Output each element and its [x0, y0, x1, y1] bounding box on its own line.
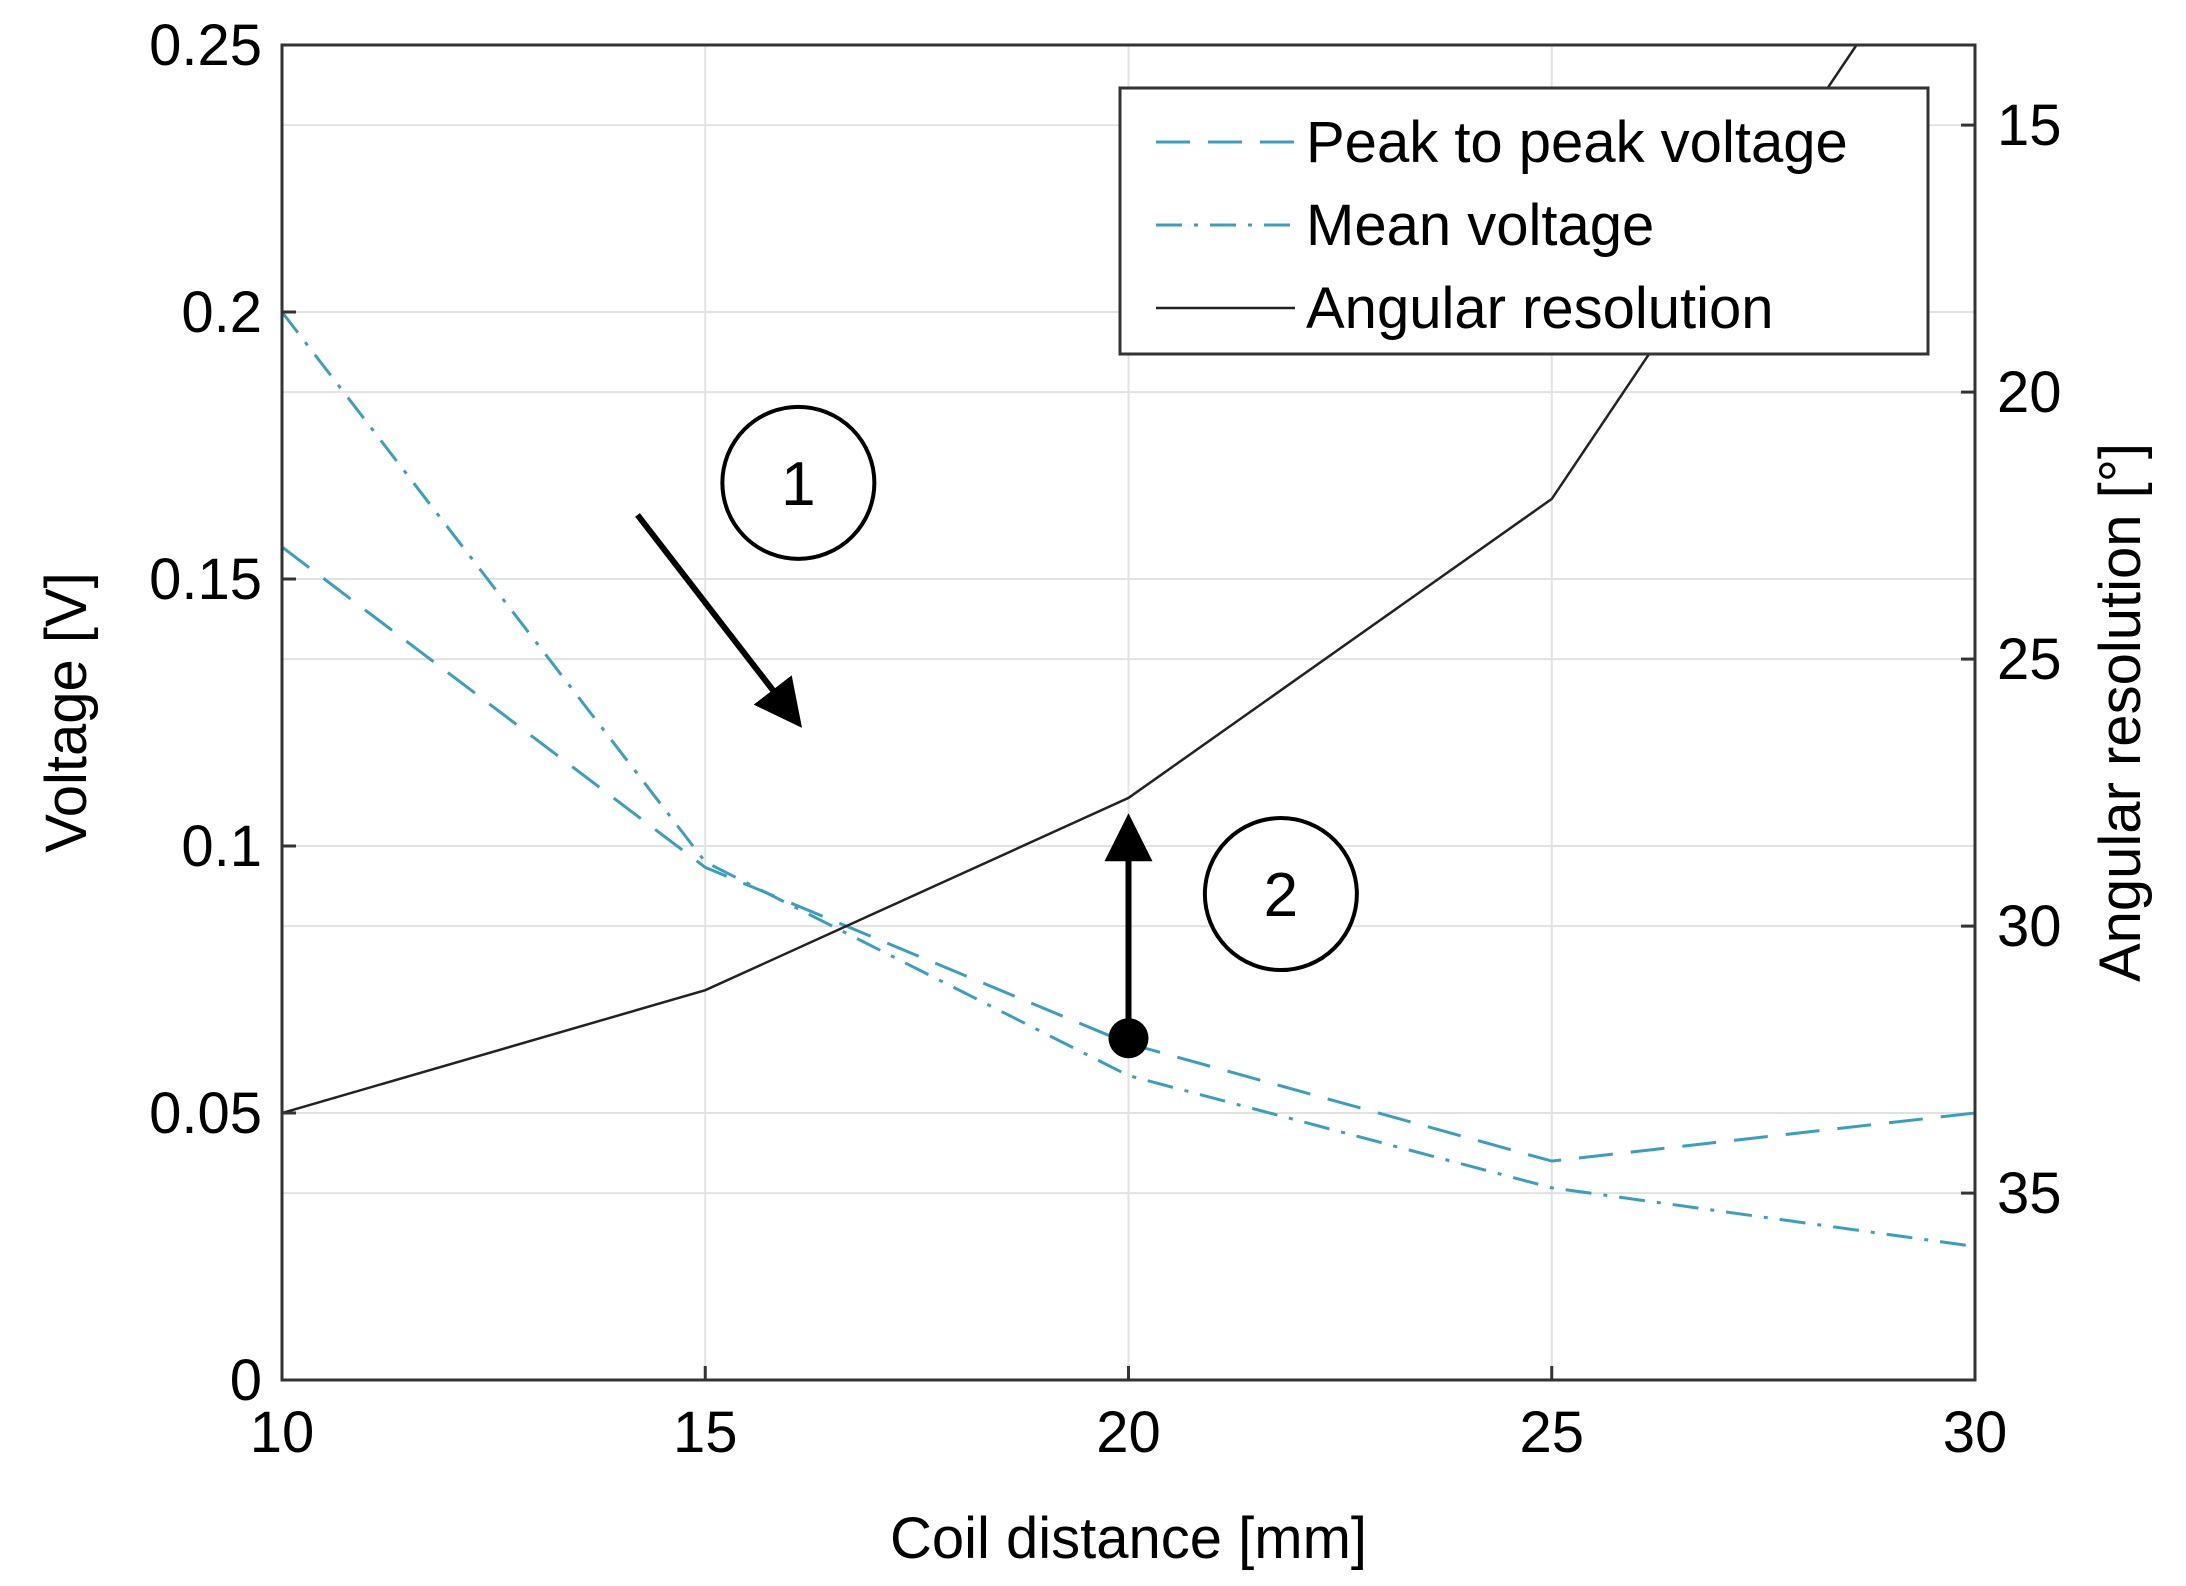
y-right-tick-label: 35 [1997, 1161, 2062, 1226]
annotation-circle-1 [720, 404, 877, 561]
annotation-arrow-1 [635, 513, 803, 728]
legend-entry-2: Angular resolution [1306, 276, 1774, 341]
x-tick-label: 30 [1943, 1400, 2008, 1465]
y-right-tick-label: 20 [1997, 360, 2062, 425]
annotation-label-2: 2 [1264, 861, 1298, 930]
legend: Peak to peak voltage Mean voltage Angular … [1118, 86, 1930, 356]
x-tick-label: 20 [1096, 1400, 1161, 1465]
x-axis-label: Coil distance [mm] [890, 1506, 1367, 1571]
y-left-tick-label: 0.1 [181, 814, 262, 879]
annotation-label-1: 1 [781, 450, 815, 519]
x-tick-label: 10 [250, 1400, 315, 1465]
y-left-tick-label: 0.2 [181, 280, 262, 345]
y-left-tick-label: 0.05 [149, 1081, 262, 1146]
y-right-tick-label: 15 [1997, 93, 2062, 158]
y-left-tick-label: 0.25 [149, 13, 262, 78]
series-line-1 [282, 311, 1975, 1248]
x-tick-label: 15 [673, 1400, 738, 1465]
y-left-tick-label: 0 [230, 1348, 262, 1413]
annotation-start-dot [1108, 1018, 1149, 1059]
ticks: 10 15 20 25 30 0 0.05 0.1 0.15 0.2 0.25 15 20 25 30 35 [149, 13, 2061, 1465]
x-tick-label: 25 [1519, 1400, 1584, 1465]
y-left-tick-label: 0.15 [149, 547, 262, 612]
legend-entry-0: Peak to peak voltage [1306, 110, 1848, 175]
y-axis-label-right: Angular resolution [°] [2088, 443, 2153, 982]
y-axis-label-left: Voltage [V] [34, 572, 99, 853]
legend-box [1118, 86, 1930, 356]
annotations: 12 [635, 404, 1359, 1059]
legend-entry-1: Mean voltage [1306, 193, 1654, 258]
y-right-tick-label: 25 [1997, 627, 2062, 692]
annotation-circle-2 [1202, 816, 1359, 973]
y-right-tick-label: 30 [1997, 894, 2062, 959]
